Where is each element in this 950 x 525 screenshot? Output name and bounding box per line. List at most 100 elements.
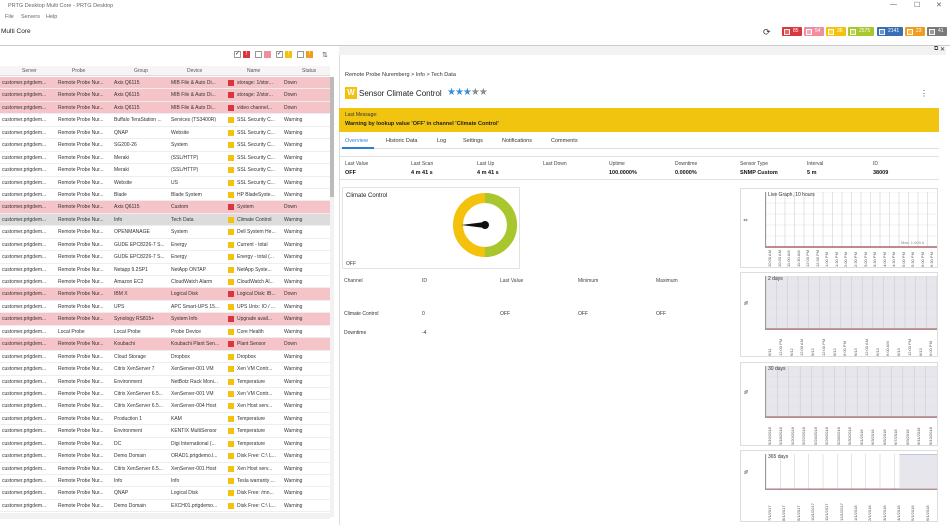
table-row[interactable]: customer.prtgdem... Remote Probe Nur... GU… [0, 251, 330, 264]
ch-col-channel[interactable]: Channel [344, 278, 363, 284]
table-row[interactable]: customer.prtgdem... Remote Probe Nur... In… [0, 475, 330, 488]
table-row[interactable]: customer.prtgdem... Remote Probe Nur... Am… [0, 276, 330, 289]
stat-value: 5 m [807, 170, 817, 176]
filter-warning-checkbox[interactable]: ✓ [276, 51, 283, 58]
priority-stars-icon[interactable]: ★★★★★ [447, 87, 488, 98]
cell-probe: Remote Probe Nur... [58, 142, 104, 149]
badge-paused[interactable]: 2141 [877, 27, 903, 36]
breadcrumb[interactable]: Remote Probe Nuremberg > Info > Tech Dat… [345, 72, 456, 78]
table-row[interactable]: customer.prtgdem... Remote Probe Nur... Ax… [0, 101, 330, 115]
table-row[interactable]: customer.prtgdem... Remote Probe Nur... We… [0, 177, 330, 189]
cell-name: Disk Free: C:\ L... [237, 502, 276, 509]
badge-partial-down[interactable]: 54 [804, 27, 824, 36]
history-graph[interactable]: 365 days% 7/1/2017 8/1/2017 9/1/2017 10/1/20… [740, 450, 938, 522]
table-row[interactable]: customer.prtgdem... Remote Probe Nur... Sy… [0, 313, 330, 326]
table-row[interactable]: customer.prtgdem... Remote Probe Nur... Bl… [0, 189, 330, 202]
tab-notifications[interactable]: Notifications [502, 138, 532, 144]
table-row[interactable]: customer.prtgdem... Remote Probe Nur... Ci… [0, 388, 330, 401]
ch-col-min[interactable]: Minimum [578, 278, 599, 284]
col-device[interactable]: Device [187, 68, 203, 74]
table-row[interactable]: customer.prtgdem... Remote Probe Nur... Ci… [0, 463, 330, 475]
table-row[interactable]: customer.prtgdem... Remote Probe Nur... Me… [0, 164, 330, 177]
table-row[interactable]: customer.prtgdem... Remote Probe Nur... Ax… [0, 89, 330, 102]
badge-up[interactable]: 2575 [848, 27, 874, 36]
table-row[interactable]: customer.prtgdem... Remote Probe Nur... OP… [0, 226, 330, 239]
table-row[interactable]: customer.prtgdem... Remote Probe Nur... En… [0, 376, 330, 388]
tab-log[interactable]: Log [437, 138, 447, 144]
table-row[interactable]: customer.prtgdem... Remote Probe Nur... Ci… [0, 363, 330, 376]
table-row[interactable]: customer.prtgdem... Remote Probe Nur... Cl… [0, 351, 330, 364]
menu-file[interactable]: File [5, 14, 14, 20]
ch-col-last[interactable]: Last Value [500, 278, 524, 284]
badge-unknown[interactable]: 41 [927, 27, 947, 36]
channel-name[interactable]: Downtime [344, 330, 367, 336]
more-menu-icon[interactable]: ⋮ [920, 89, 928, 98]
table-row[interactable]: customer.prtgdem... Remote Probe Nur... IB… [0, 288, 330, 301]
table-row[interactable]: customer.prtgdem... Remote Probe Nur... SG… [0, 139, 330, 152]
col-probe[interactable]: Probe [72, 68, 86, 74]
stat-value: 0.0000% [675, 170, 697, 176]
table-row[interactable]: customer.prtgdem... Remote Probe Nur... De… [0, 450, 330, 463]
table-row[interactable]: customer.prtgdem... Remote Probe Nur... Ne… [0, 264, 330, 276]
tab-historic-data[interactable]: Historic Data [386, 138, 418, 144]
minimize-icon[interactable]: — [890, 1, 897, 8]
refresh-icon[interactable]: ⟳ [763, 27, 771, 37]
cell-server: customer.prtgdem... [2, 353, 47, 360]
col-server[interactable]: Server [22, 68, 37, 74]
table-row[interactable]: customer.prtgdem... Remote Probe Nur... GU… [0, 239, 330, 252]
table-row[interactable]: customer.prtgdem... Remote Probe Nur... Bu… [0, 114, 330, 127]
table-row[interactable]: customer.prtgdem... Remote Probe Nur... Ci… [0, 400, 330, 413]
table-row[interactable]: customer.prtgdem... Remote Probe Nur... Ax… [0, 201, 330, 214]
col-group[interactable]: Group [134, 68, 148, 74]
menu-servers[interactable]: Servers [21, 14, 40, 20]
graph-title: Live Graph, 10 hours [768, 192, 815, 198]
ch-col-id[interactable]: ID [422, 278, 427, 284]
table-row[interactable]: customer.prtgdem... Remote Probe Nur... UP… [0, 301, 330, 314]
tab-comments[interactable]: Comments [551, 138, 578, 144]
popout-icon[interactable]: ⧉ [934, 46, 939, 52]
col-name[interactable]: Name [247, 68, 261, 74]
gauge-needle [461, 222, 485, 228]
badge-down[interactable]: 85 [782, 27, 802, 36]
filter-down-checkbox[interactable]: ✓ [234, 51, 241, 58]
badge-unusual[interactable]: 23 [905, 27, 925, 36]
table-row[interactable]: customer.prtgdem... Remote Probe Nur... QN… [0, 127, 330, 140]
badge-warning[interactable]: 36 [826, 27, 846, 36]
cell-device: US [171, 179, 178, 186]
history-graph[interactable]: Live Graph, 10 hours # Max: 1.000 # 10:00 A… [740, 188, 938, 268]
table-row[interactable]: customer.prtgdem... Remote Probe Nur... Ko… [0, 338, 330, 351]
col-status[interactable]: Status [302, 68, 317, 74]
table-row[interactable]: customer.prtgdem... Remote Probe Nur... Pr… [0, 413, 330, 426]
close-icon[interactable]: ✕ [936, 2, 942, 9]
table-row[interactable]: customer.prtgdem... Remote Probe Nur... En… [0, 425, 330, 438]
table-row[interactable]: customer.prtgdem... Remote Probe Nur... Ax… [0, 77, 330, 90]
vertical-scrollbar[interactable] [330, 77, 334, 517]
filter-unusual-checkbox[interactable] [297, 51, 304, 58]
history-graph[interactable]: 30 days% 5/16/2018 5/18/2018 5/20/2018 5/22/… [740, 362, 938, 446]
table-row[interactable]: customer.prtgdem... Remote Probe Nur... Me… [0, 152, 330, 165]
cell-name: System [237, 204, 254, 211]
cell-status: Warning [284, 378, 303, 385]
cell-probe: Remote Probe Nur... [58, 254, 104, 261]
table-row[interactable]: customer.prtgdem... Remote Probe Nur... QN… [0, 487, 330, 500]
horizontal-scrollbar[interactable] [0, 513, 330, 519]
sort-icon[interactable]: ⇅ [322, 52, 328, 59]
table-row[interactable]: customer.prtgdem... Remote Probe Nur... In… [0, 213, 330, 227]
channel-name[interactable]: Climate Control [344, 311, 379, 317]
tab-overview[interactable]: Overview [345, 138, 368, 144]
filter-partial-down-checkbox[interactable] [255, 51, 262, 58]
cell-probe: Remote Probe Nur... [58, 204, 104, 211]
table-row[interactable]: customer.prtgdem... Remote Probe Nur... De… [0, 500, 330, 513]
history-graph[interactable]: 2 days% 6/11 12:00 PM 6/12 12:00 AM 6/12 12:00… [740, 272, 938, 357]
menu-help[interactable]: Help [46, 14, 58, 20]
table-row[interactable]: customer.prtgdem... Local Probe Local Prob… [0, 326, 330, 339]
scroll-thumb[interactable] [330, 77, 334, 197]
table-row[interactable]: customer.prtgdem... Remote Probe Nur... DC… [0, 438, 330, 451]
maximize-icon[interactable]: ☐ [914, 2, 921, 9]
cell-probe: Remote Probe Nur... [58, 229, 104, 236]
tab-settings[interactable]: Settings [463, 138, 483, 144]
ch-col-max[interactable]: Maximum [656, 278, 678, 284]
graph-title: 30 days [768, 366, 786, 372]
close-detail-icon[interactable]: ✕ [940, 47, 946, 53]
cell-status: Warning [284, 316, 303, 323]
